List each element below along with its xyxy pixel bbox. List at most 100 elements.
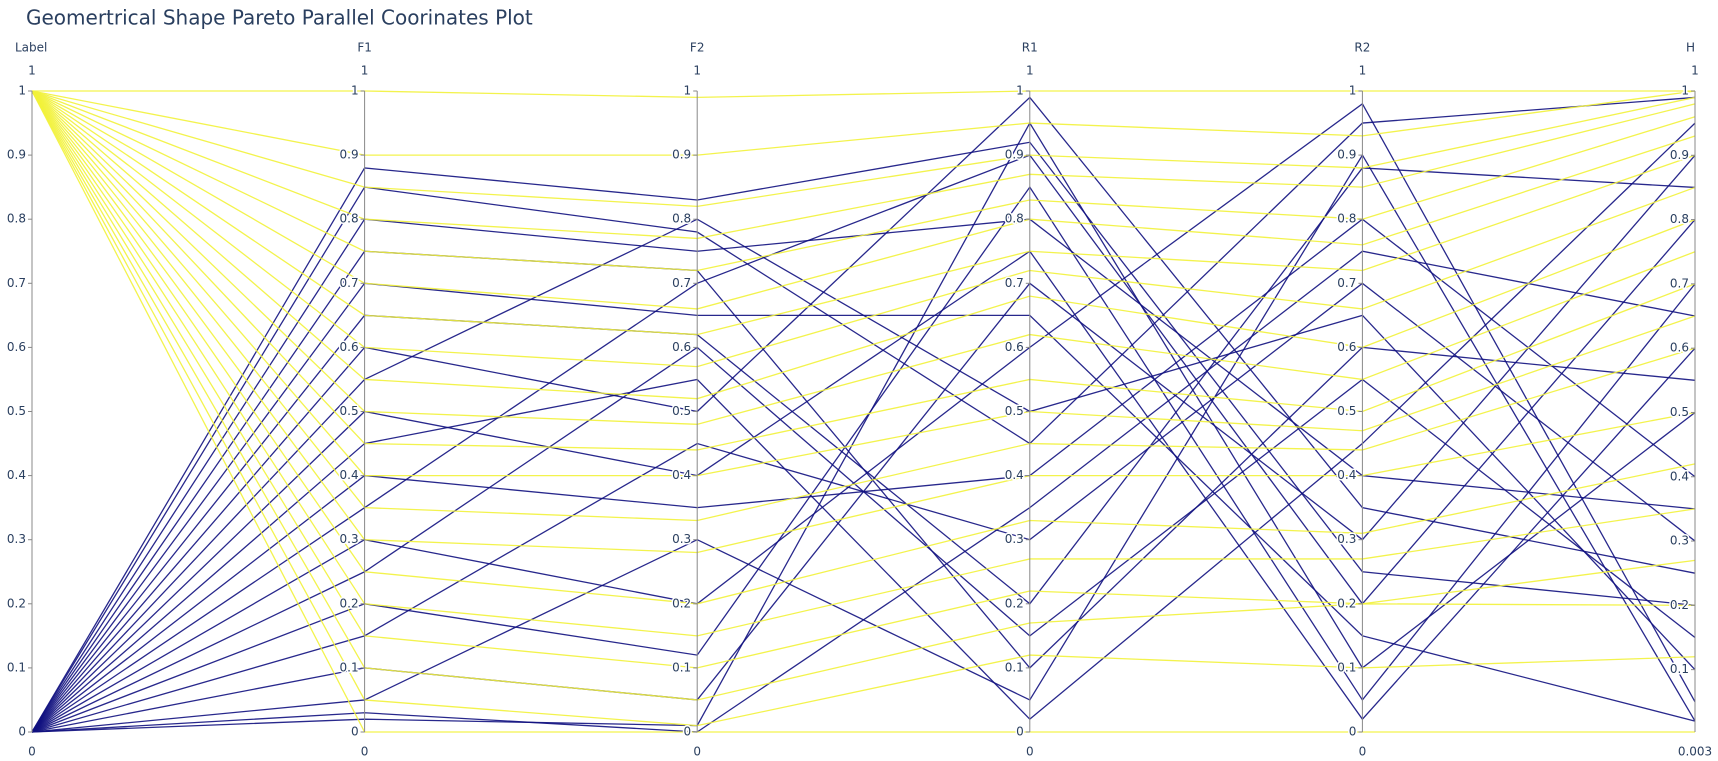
data-line: [31, 90, 1696, 554]
tick-label: 0.8: [1337, 212, 1356, 226]
tick-label: 0.3: [1337, 532, 1356, 546]
tick-label: 0.2: [340, 596, 359, 610]
range-max-label: 1: [361, 64, 369, 78]
tick-label: 0.6: [1337, 340, 1356, 354]
range-max-label: 1: [1026, 64, 1034, 78]
data-line: [31, 90, 1696, 522]
tick-label: 0.8: [1005, 212, 1024, 226]
tick-label: 0.6: [1005, 340, 1024, 354]
range-max-label: 1: [28, 64, 36, 78]
lines: [31, 90, 1696, 733]
tick-label: 1: [18, 84, 26, 98]
tick-label: 1: [1681, 84, 1689, 98]
tick-label: 0.7: [340, 276, 359, 290]
range-min-label: 0: [28, 745, 36, 759]
range-min-label: 0: [1026, 745, 1034, 759]
data-line: [31, 90, 1696, 637]
tick-label: 0.4: [1670, 469, 1689, 483]
data-line: [31, 90, 1696, 272]
data-line: [31, 250, 1696, 733]
range-min-label: 0: [1359, 745, 1367, 759]
axis-title: R2: [1354, 41, 1370, 55]
range-min-label: 0: [361, 745, 369, 759]
tick-label: 0: [18, 725, 26, 739]
tick-label: 0.1: [672, 660, 691, 674]
tick-label: 0.4: [1337, 468, 1356, 482]
tick-label: 0.2: [1670, 598, 1689, 612]
tick-label: 0.1: [1337, 660, 1356, 674]
tick-label: 0.5: [7, 404, 26, 418]
tick-label: 0: [684, 725, 692, 739]
range-max-label: 1: [1691, 64, 1699, 78]
data-line: [31, 90, 1696, 208]
data-line: [31, 90, 1696, 477]
tick-label: 0.5: [1337, 404, 1356, 418]
tick-label: 0.8: [1670, 212, 1689, 226]
axis-title: F2: [690, 41, 705, 55]
range-min-label: 0.003: [1678, 745, 1712, 759]
tick-label: 0.9: [672, 148, 691, 162]
tick-label: 0.4: [672, 468, 691, 482]
tick-label: 0.6: [340, 340, 359, 354]
tick-label: 1: [1016, 84, 1024, 98]
tick-label: 0: [351, 725, 359, 739]
data-line: [31, 121, 1696, 733]
data-line: [31, 90, 1696, 451]
tick-label: 0.4: [7, 468, 26, 482]
range-max-label: 1: [1359, 64, 1367, 78]
tick-label: 0: [1349, 725, 1357, 739]
axes: Label1000.10.20.30.40.50.60.70.80.91F110…: [5, 41, 1712, 759]
data-line: [31, 90, 1695, 733]
tick-label: 0.5: [1005, 404, 1024, 418]
tick-label: 0.7: [1337, 276, 1356, 290]
data-line: [31, 141, 1696, 733]
axis-title: Label: [15, 41, 47, 55]
axis-title: F1: [357, 41, 372, 55]
tick-label: 0.7: [672, 276, 691, 290]
data-line: [31, 90, 1696, 368]
data-line: [31, 90, 1696, 701]
tick-label: 1: [684, 84, 692, 98]
tick-label: 0.5: [672, 404, 691, 418]
axis-title: R1: [1022, 41, 1038, 55]
data-line: [31, 90, 1696, 310]
tick-label: 0.3: [340, 532, 359, 546]
data-line: [31, 90, 1696, 336]
tick-label: 1: [1349, 84, 1357, 98]
tick-label: 0.3: [1670, 534, 1689, 548]
tick-label: 0.5: [1670, 405, 1689, 419]
tick-label: 0.8: [672, 212, 691, 226]
tick-label: 0.8: [340, 212, 359, 226]
range-max-label: 1: [693, 64, 701, 78]
tick-label: 0.7: [7, 276, 26, 290]
tick-label: 0.9: [1670, 148, 1689, 162]
tick-label: 0.1: [1005, 660, 1024, 674]
tick-label: 0.2: [672, 596, 691, 610]
tick-label: 0.6: [672, 340, 691, 354]
data-line: [31, 90, 1696, 425]
tick-label: 1: [351, 84, 359, 98]
data-line: [32, 90, 1695, 99]
tick-label: 0.7: [1005, 276, 1024, 290]
tick-label: 0.1: [340, 660, 359, 674]
tick-label: 0.1: [7, 660, 26, 674]
data-line: [31, 90, 1696, 669]
chart-title: Geomertrical Shape Pareto Parallel Coori…: [26, 6, 533, 30]
data-line: [31, 90, 1696, 156]
tick-label: 0.8: [7, 212, 26, 226]
tick-label: 0.3: [672, 532, 691, 546]
tick-label: 0.6: [1670, 341, 1689, 355]
tick-label: 0.4: [340, 468, 359, 482]
data-line: [31, 90, 1696, 605]
tick-label: 0.9: [7, 148, 26, 162]
tick-label: 0.7: [1670, 276, 1689, 290]
range-min-label: 0: [693, 745, 701, 759]
tick-label: 0: [1016, 725, 1024, 739]
tick-label: 0.3: [7, 532, 26, 546]
tick-label: 0.1: [1670, 662, 1689, 676]
tick-label: 0.5: [340, 404, 359, 418]
tick-label: 0.4: [1005, 468, 1024, 482]
tick-label: 0.9: [1337, 148, 1356, 162]
tick-label: 0.9: [1005, 148, 1024, 162]
